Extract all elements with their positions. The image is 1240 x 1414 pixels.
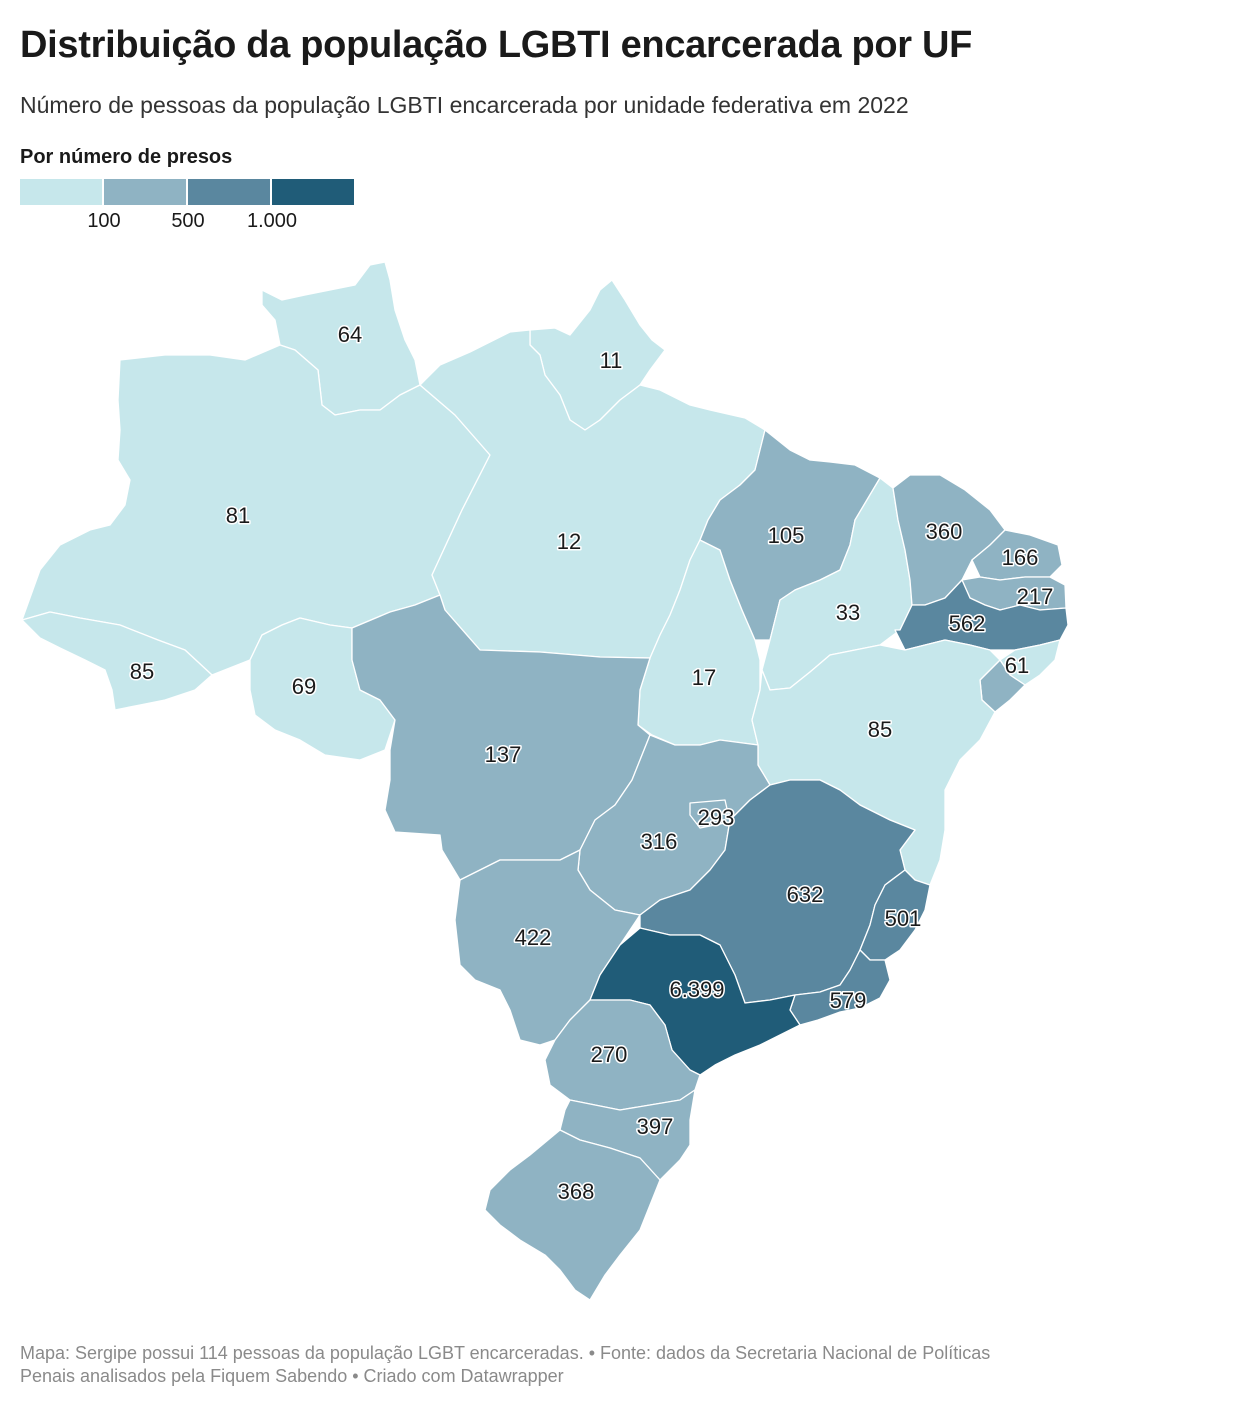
label-RJ: 579: [830, 988, 867, 1013]
legend-swatch-4: [272, 179, 354, 205]
footer-note-line-1: Mapa: Sergipe possui 114 pessoas da popu…: [20, 1343, 991, 1363]
label-PR: 270: [591, 1042, 628, 1067]
label-PA: 12: [557, 529, 581, 554]
label-TO: 17: [692, 665, 716, 690]
label-AP: 11: [600, 348, 623, 373]
legend-tick-1000: 1.000: [246, 210, 298, 232]
label-RS: 368: [558, 1179, 595, 1204]
label-RO: 69: [292, 674, 316, 699]
label-BA: 85: [868, 717, 892, 742]
chart-subtitle: Número de pessoas da população LGBTI enc…: [20, 92, 909, 118]
label-MG: 632: [787, 882, 824, 907]
label-PB: 217: [1017, 584, 1054, 609]
legend-tick-500: 500: [171, 210, 205, 232]
legend-color-bar: [20, 179, 356, 205]
label-AL: 61: [1005, 653, 1029, 678]
label-RN: 166: [1002, 545, 1039, 570]
label-PE: 562: [949, 611, 986, 636]
color-legend: Por número de presos 100 500 1.000: [20, 146, 380, 236]
label-SC: 397: [637, 1114, 674, 1139]
label-GO: 316: [641, 829, 678, 854]
label-AM: 81: [226, 503, 250, 528]
state-DF[interactable]: [689, 799, 731, 829]
legend-swatch-1: [20, 179, 102, 205]
footer-notes: Mapa: Sergipe possui 114 pessoas da popu…: [20, 1342, 1220, 1388]
label-RR: 64: [338, 322, 362, 347]
label-MS: 422: [515, 925, 552, 950]
state-RS[interactable]: [484, 1129, 661, 1301]
label-MA: 105: [768, 523, 805, 548]
label-SP: 6.399: [669, 977, 724, 1002]
legend-swatch-3: [188, 179, 270, 205]
legend-title: Por número de presos: [20, 146, 233, 168]
state-RO[interactable]: [249, 617, 396, 761]
brazil-choropleth-map: 64 11 81 12 85 69 137 17 105 33 360 166 …: [21, 261, 1069, 1301]
state-ES[interactable]: [859, 869, 931, 961]
label-ES: 501: [885, 906, 922, 931]
label-PI: 33: [836, 600, 860, 625]
label-AC: 85: [130, 659, 154, 684]
label-MT: 137: [485, 742, 522, 767]
state-CE[interactable]: [892, 474, 1006, 606]
footer-note-line-2: Penais analisados pela Fiquem Sabendo • …: [20, 1366, 564, 1386]
chart-title: Distribuição da população LGBTI encarcer…: [20, 24, 973, 66]
legend-swatch-2: [104, 179, 186, 205]
legend-tick-100: 100: [87, 210, 121, 232]
state-AC[interactable]: [21, 611, 213, 711]
label-CE: 360: [926, 519, 963, 544]
label-DF: 293: [698, 805, 735, 830]
